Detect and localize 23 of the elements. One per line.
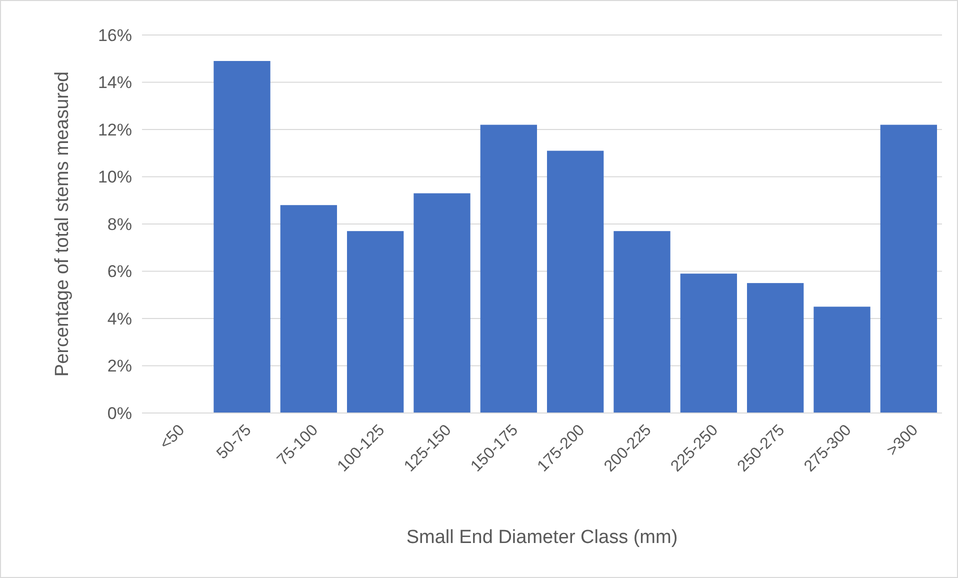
bar (814, 306, 870, 413)
x-tick-label: <50 (156, 422, 188, 453)
bar (747, 283, 804, 413)
y-tick-label: 6% (107, 262, 132, 282)
y-tick-label: 2% (107, 356, 132, 376)
y-tick-label: 4% (107, 309, 132, 328)
y-tick-label: 16% (98, 26, 132, 45)
bar (347, 231, 404, 413)
bar (414, 193, 470, 413)
y-tick-label: 10% (98, 168, 132, 187)
bar (214, 60, 270, 413)
bar (547, 150, 604, 413)
bar (280, 205, 337, 413)
y-tick-label: 14% (98, 73, 132, 92)
bar (880, 124, 937, 413)
y-tick-label: 0% (107, 404, 132, 423)
y-axis-title: Percentage of total stems measured (52, 71, 73, 377)
y-tick-label: 8% (107, 214, 132, 234)
bar (614, 231, 670, 413)
bar (680, 274, 737, 413)
x-axis-title: Small End Diameter Class (mm) (406, 527, 678, 548)
bar (480, 124, 537, 413)
y-tick-label: 12% (98, 120, 132, 140)
